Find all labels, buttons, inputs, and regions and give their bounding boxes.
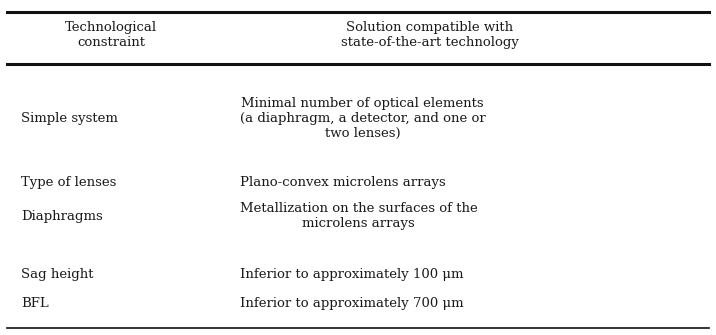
Text: Diaphragms: Diaphragms	[21, 210, 103, 222]
Text: Simple system: Simple system	[21, 113, 118, 125]
Text: Metallization on the surfaces of the
microlens arrays: Metallization on the surfaces of the mic…	[240, 202, 478, 230]
Text: Inferior to approximately 700 μm: Inferior to approximately 700 μm	[240, 297, 463, 310]
Text: Plano-convex microlens arrays: Plano-convex microlens arrays	[240, 176, 445, 189]
Text: Minimal number of optical elements
(a diaphragm, a detector, and one or
two lens: Minimal number of optical elements (a di…	[240, 97, 485, 140]
Text: BFL: BFL	[21, 297, 49, 310]
Text: Type of lenses: Type of lenses	[21, 176, 117, 189]
Text: Inferior to approximately 100 μm: Inferior to approximately 100 μm	[240, 268, 463, 281]
Text: Sag height: Sag height	[21, 268, 94, 281]
Text: Solution compatible with
state-of-the-art technology: Solution compatible with state-of-the-ar…	[341, 21, 518, 49]
Text: Technological
constraint: Technological constraint	[65, 21, 157, 49]
